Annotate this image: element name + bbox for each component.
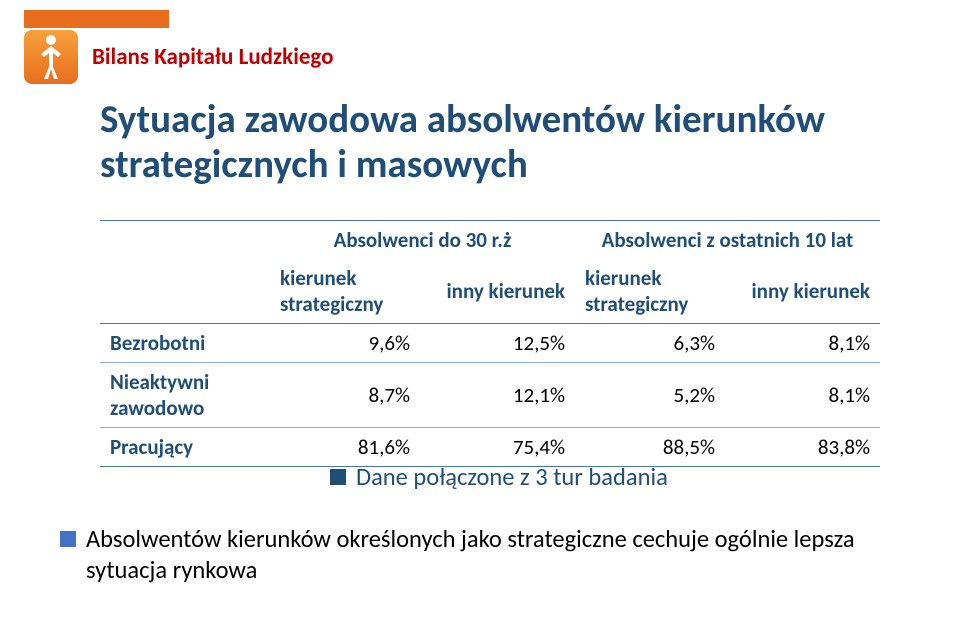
brand-title: Bilans Kapitału Ludzkiego: [92, 43, 333, 71]
table-sub-c4: inny kierunek: [725, 259, 880, 324]
bullet-2-text: Absolwentów kierunków określonych jako s…: [86, 524, 920, 585]
accent-bar: [24, 10, 169, 28]
square-bullet-icon: [330, 469, 346, 485]
cell: 12,1%: [420, 363, 575, 428]
row-label: Pracujący: [100, 428, 270, 467]
table-sub-c2: inny kierunek: [420, 259, 575, 324]
square-bullet-icon: [60, 531, 76, 547]
bullet-2: Absolwentów kierunków określonych jako s…: [60, 524, 920, 585]
slide-title: Sytuacja zawodowa absolwentów kierunkóws…: [100, 98, 900, 188]
table-row: Bezrobotni 9,6% 12,5% 6,3% 8,1%: [100, 324, 880, 363]
logo-icon: [24, 30, 78, 84]
cell: 5,2%: [575, 363, 725, 428]
header: Bilans Kapitału Ludzkiego: [24, 30, 333, 84]
bullet-1: Dane połączone z 3 tur badania: [330, 462, 930, 493]
cell: 81,6%: [270, 428, 420, 467]
bullet-1-text: Dane połączone z 3 tur badania: [356, 462, 668, 493]
title-line-1: Sytuacja zawodowa absolwentów kierunków: [100, 96, 825, 143]
table-sub-c1: kierunek strategiczny: [270, 259, 420, 324]
table-super-header-a: Absolwenci do 30 r.ż: [270, 221, 575, 260]
cell: 8,1%: [725, 324, 880, 363]
table-header-blank: [100, 221, 270, 260]
row-label: Bezrobotni: [100, 324, 270, 363]
cell: 8,7%: [270, 363, 420, 428]
table-sub-c3: kierunek strategiczny: [575, 259, 725, 324]
cell: 6,3%: [575, 324, 725, 363]
cell: 12,5%: [420, 324, 575, 363]
table-super-header-b: Absolwenci z ostatnich 10 lat: [575, 221, 880, 260]
row-label: Nieaktywni zawodowo: [100, 363, 270, 428]
cell: 75,4%: [420, 428, 575, 467]
cell: 83,8%: [725, 428, 880, 467]
cell: 88,5%: [575, 428, 725, 467]
table-sub-blank: [100, 259, 270, 324]
table-row: Pracujący 81,6% 75,4% 88,5% 83,8%: [100, 428, 880, 467]
cell: 8,1%: [725, 363, 880, 428]
title-line-2: strategicznych i masowych: [100, 141, 528, 188]
cell: 9,6%: [270, 324, 420, 363]
data-table: Absolwenci do 30 r.ż Absolwenci z ostatn…: [100, 220, 880, 467]
table-row: Nieaktywni zawodowo 8,7% 12,1% 5,2% 8,1%: [100, 363, 880, 428]
